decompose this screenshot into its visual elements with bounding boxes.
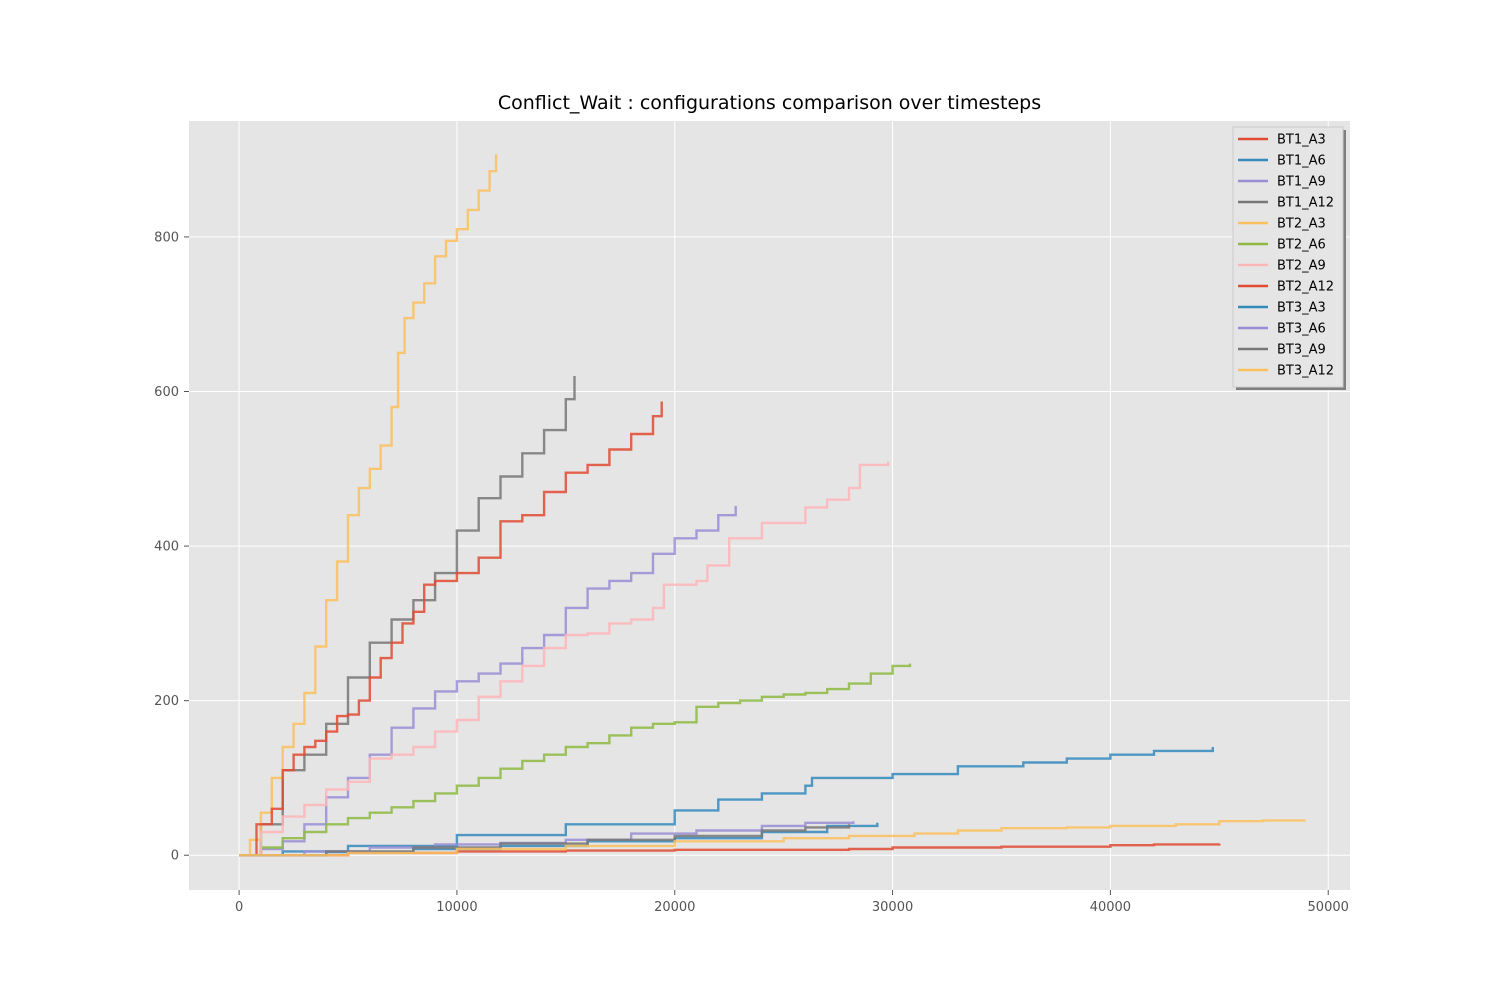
- legend-label: BT1_A12: [1277, 196, 1334, 211]
- series-line-bt2-a3: [239, 154, 498, 857]
- y-tick-label: 0: [171, 849, 179, 864]
- legend-label: BT3_A9: [1277, 343, 1326, 358]
- x-tick-label: 20000: [654, 900, 695, 915]
- series-line-bt2-a6: [239, 663, 912, 857]
- series-line-bt1-a9: [239, 505, 737, 857]
- series-line-bt1-a6: [239, 747, 1214, 857]
- y-tick-label: 200: [154, 694, 179, 709]
- legend-box: [1232, 126, 1344, 388]
- legend-label: BT1_A9: [1277, 175, 1326, 190]
- series-line-bt3-a6: [239, 821, 855, 857]
- legend-label: BT1_A6: [1277, 154, 1326, 169]
- y-tick-label: 800: [154, 230, 179, 245]
- axis-ticks: 0 10000 20000 30000 40000 50000 0 200 400 600 800: [154, 230, 1349, 915]
- legend: BT1_A3 BT1_A6 BT1_A9 BT1_A12 BT2_A3 BT2_A6 BT2…: [1232, 126, 1346, 390]
- x-tick-label: 40000: [1090, 900, 1131, 915]
- legend-label: BT3_A6: [1277, 322, 1326, 337]
- series-line-bt2-a9: [239, 461, 890, 857]
- series-line-bt1-a12: [239, 376, 576, 857]
- x-tick-label: 0: [235, 900, 243, 915]
- y-tick-label: 600: [154, 385, 179, 400]
- legend-label: BT3_A12: [1277, 364, 1334, 379]
- legend-label: BT2_A9: [1277, 259, 1326, 274]
- legend-label: BT2_A12: [1277, 280, 1334, 295]
- series-line-bt2-a12: [239, 401, 663, 857]
- x-tick-label: 50000: [1308, 900, 1349, 915]
- legend-label: BT2_A6: [1277, 238, 1326, 253]
- series-line-bt3-a9: [239, 824, 851, 857]
- legend-label: BT1_A3: [1277, 133, 1326, 148]
- chart-title: Conflict_Wait : configurations compariso…: [497, 92, 1042, 114]
- legend-label: BT3_A3: [1277, 301, 1326, 316]
- legend-label: BT2_A3: [1277, 217, 1326, 232]
- y-tick-label: 400: [154, 540, 179, 555]
- series-line-bt3-a12: [239, 819, 1306, 857]
- grid-lines: [189, 121, 1350, 890]
- x-tick-label: 30000: [872, 900, 913, 915]
- plot-background: [189, 121, 1350, 890]
- x-tick-label: 10000: [436, 900, 477, 915]
- series-lines: [239, 154, 1306, 857]
